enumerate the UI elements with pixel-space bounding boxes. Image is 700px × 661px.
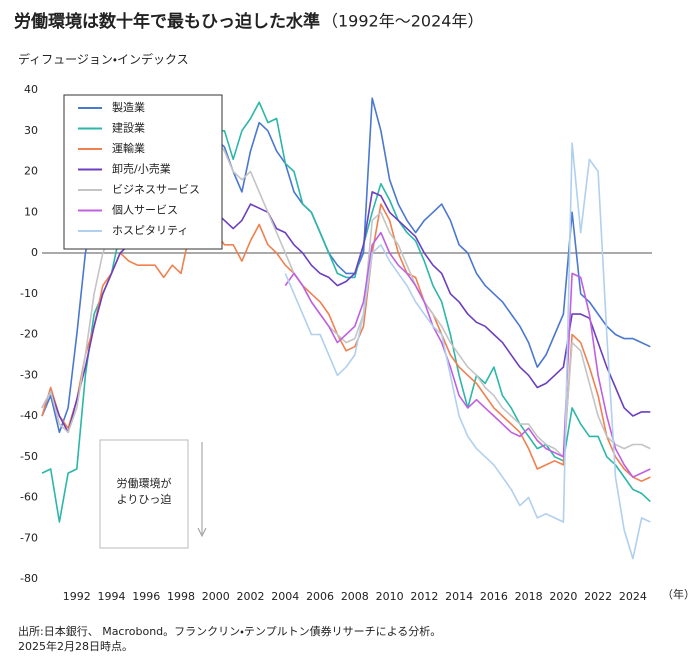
legend-label: ホスピタリティ: [112, 224, 188, 237]
x-axis-label: （年）: [662, 587, 695, 601]
legend-label: 建設業: [112, 122, 145, 135]
series-line: [284, 142, 651, 560]
y-tick-label: 40: [24, 83, 38, 96]
source-note: 出所:日本銀行、 Macrobond。フランクリン・テンプルトン債券リサーチによ…: [18, 624, 441, 638]
x-tick-label: 2018: [515, 590, 543, 603]
y-tick-label: -20: [20, 328, 38, 341]
x-tick-label: 2016: [480, 590, 508, 603]
source-note: 2025年2月28日時点。: [18, 639, 133, 653]
series-line: [284, 231, 651, 478]
x-tick-label: 2004: [271, 590, 299, 603]
x-tick-label: 2000: [202, 590, 230, 603]
y-tick-label: -70: [20, 531, 38, 544]
y-tick-label: -50: [20, 450, 38, 463]
x-tick-label: 2010: [376, 590, 404, 603]
x-tick-label: 2022: [584, 590, 612, 603]
series-line: [41, 203, 651, 482]
x-tick-label: 2020: [549, 590, 577, 603]
x-tick-label: 1994: [98, 590, 126, 603]
y-tick-label: 10: [24, 205, 38, 218]
x-tick-label: 1992: [63, 590, 91, 603]
annotation-arrowhead: [197, 527, 207, 538]
legend-label: 卸売/小売業: [112, 162, 171, 176]
x-tick-label: 2002: [237, 590, 265, 603]
x-tick-label: 2024: [619, 590, 647, 603]
annotation-text: 労働環境が: [117, 476, 172, 490]
y-axis-label: ディフュージョン・インデックス: [18, 52, 189, 67]
x-tick-label: 1998: [167, 590, 195, 603]
annotation-box: [99, 439, 189, 549]
chart-subtitle: （1992年～2024年）: [322, 12, 483, 31]
legend-box: [63, 94, 223, 250]
x-tick-label: 2014: [445, 590, 473, 603]
legend-label: 運輸業: [112, 142, 145, 155]
chart-title: 労働環境は数十年で最もひっ迫した水準: [14, 11, 320, 32]
y-tick-label: -60: [20, 491, 38, 504]
x-tick-label: 2012: [410, 590, 438, 603]
y-tick-label: -40: [20, 409, 38, 422]
y-tick-label: -30: [20, 368, 38, 381]
x-tick-label: 1996: [132, 590, 160, 603]
legend-label: 製造業: [112, 100, 145, 114]
legend-label: 個人サービス: [112, 204, 178, 217]
y-tick-label: 30: [24, 124, 38, 137]
x-tick-label: 2006: [306, 590, 334, 603]
x-tick-label: 2008: [341, 590, 369, 603]
legend-label: ビジネスサービス: [112, 183, 200, 196]
annotation-text: よりひっ迫: [117, 493, 172, 506]
y-tick-label: -10: [20, 287, 38, 300]
y-tick-label: 20: [24, 165, 38, 178]
y-tick-label: -80: [20, 572, 38, 585]
y-tick-label: 0: [31, 246, 38, 259]
